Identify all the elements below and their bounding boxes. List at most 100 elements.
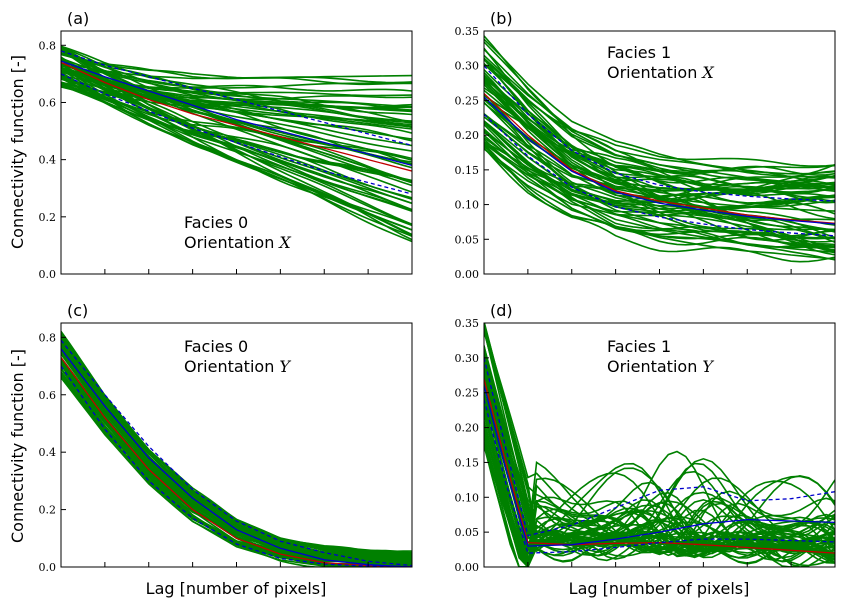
- ensemble-curve: [61, 52, 412, 116]
- y-tick-label: 0.30: [455, 60, 480, 73]
- panel-label: (a): [67, 9, 89, 28]
- ensemble-curve: [61, 65, 412, 92]
- y-tick-label: 0.20: [455, 422, 480, 435]
- plot-area: [61, 330, 412, 567]
- ensemble-curve: [484, 128, 835, 248]
- reference-curve: [484, 385, 835, 547]
- reference-dashed-curve: [61, 365, 412, 567]
- ensemble-curve: [484, 57, 835, 247]
- panel-label: (c): [67, 301, 88, 320]
- ensemble-curve: [484, 413, 835, 567]
- y-tick-label: 0.0: [39, 268, 57, 281]
- annotation-axis-symbol: X: [277, 233, 291, 252]
- y-tick-label: 0.15: [455, 164, 480, 177]
- ensemble-curve: [61, 336, 412, 559]
- x-axis-label-right: Lag [number of pixels]: [569, 579, 750, 598]
- ensemble-curve: [61, 47, 412, 236]
- ensemble-curve: [484, 145, 835, 240]
- ensemble-curve: [484, 141, 835, 203]
- ensemble-curve: [61, 67, 412, 211]
- annotation-axis-symbol: Y: [279, 357, 291, 376]
- y-tick-label: 0.10: [455, 199, 480, 212]
- reference-dashed-curve: [61, 339, 412, 567]
- panel-label: (d): [490, 301, 513, 320]
- annotation-facies: Facies 0: [184, 337, 248, 356]
- panel-4: 0.00 0.05 0.10 0.15 0.20 0.25 0.30 0.35 (d) Facie…: [455, 301, 836, 574]
- ensemble-curve: [484, 38, 835, 185]
- ensemble-curve: [484, 122, 835, 203]
- ensemble-curve: [484, 409, 835, 567]
- y-tick-label: 0.30: [455, 352, 480, 365]
- mean-curve: [484, 378, 835, 554]
- ensemble-curve: [484, 441, 835, 567]
- ensemble-curve: [484, 368, 835, 558]
- reference-dashed-curve: [484, 65, 835, 202]
- reference-curve: [61, 348, 412, 567]
- y-tick-label: 0.05: [455, 526, 480, 539]
- panel-2: 0.00 0.05 0.10 0.15 0.20 0.25 0.30 0.35 (b) Facie…: [455, 9, 836, 281]
- y-tick-label: 0.00: [455, 561, 480, 574]
- ensemble-curve: [61, 333, 412, 556]
- reference-dashed-curve: [484, 357, 835, 537]
- ensemble-curve: [484, 147, 835, 263]
- ensemble-curve: [484, 327, 835, 545]
- annotation-axis-symbol: X: [700, 63, 714, 82]
- ensemble-curve: [484, 75, 835, 192]
- annotation-facies: Facies 0: [184, 213, 248, 232]
- y-tick-label: 0.05: [455, 233, 480, 246]
- ensemble-curve: [484, 349, 835, 548]
- ensemble-curve: [61, 348, 412, 566]
- reference-curve: [61, 60, 412, 167]
- annotation-orientation: Orientation Y: [184, 357, 291, 376]
- ensemble-curve: [61, 81, 412, 160]
- y-tick-label: 0.4: [39, 446, 57, 459]
- ensemble-curve: [61, 58, 412, 199]
- y-tick-label: 0.2: [39, 211, 57, 224]
- annotation-orientation: Orientation Y: [607, 357, 714, 376]
- ensemble-curve: [484, 58, 835, 186]
- ensemble-curve: [61, 64, 412, 201]
- annotation-orientation: Orientation X: [607, 63, 714, 82]
- ensemble-curve: [61, 52, 412, 84]
- ensemble-curve: [484, 48, 835, 203]
- y-axis-label-top: Connectivity function [-]: [8, 55, 27, 249]
- ensemble-curve: [484, 420, 835, 567]
- y-tick-label: 0.35: [455, 317, 480, 330]
- mean-curve: [484, 93, 835, 224]
- y-tick-label: 0.8: [39, 39, 57, 52]
- y-tick-label: 0.0: [39, 561, 57, 574]
- ensemble-curve: [484, 141, 835, 242]
- ensemble-curve: [61, 67, 412, 108]
- ensemble-curve: [484, 76, 835, 176]
- y-tick-label: 0.6: [39, 96, 57, 109]
- reference-dashed-curve: [61, 50, 412, 147]
- y-axis-label-bottom: Connectivity function [-]: [8, 349, 27, 543]
- y-tick-label: 0.15: [455, 456, 480, 469]
- reference-dashed-curve: [61, 73, 412, 195]
- reference-dashed-curve: [484, 399, 835, 554]
- ensemble-curve: [484, 41, 835, 244]
- ensemble-curve: [484, 134, 835, 199]
- y-tick-label: 0.8: [39, 331, 57, 344]
- ensemble-curve: [484, 408, 835, 567]
- reference-curve: [484, 96, 835, 225]
- ensemble-curve: [61, 67, 412, 128]
- y-tick-label: 0.25: [455, 387, 480, 400]
- plot-area: [484, 35, 835, 263]
- plot-area: [484, 323, 835, 567]
- ensemble-curve: [61, 46, 412, 166]
- y-tick-label: 0.6: [39, 389, 57, 402]
- ensemble-curve: [484, 89, 835, 174]
- ensemble-curve: [61, 48, 412, 183]
- mean-curve: [61, 357, 412, 567]
- ensemble-curve: [484, 142, 835, 213]
- mean-curve: [61, 61, 412, 172]
- ensemble-curve: [61, 53, 412, 86]
- y-tick-label: 0.25: [455, 94, 480, 107]
- y-tick-label: 0.20: [455, 129, 480, 142]
- ensemble-curve: [484, 94, 835, 194]
- ensemble-curve: [61, 63, 412, 205]
